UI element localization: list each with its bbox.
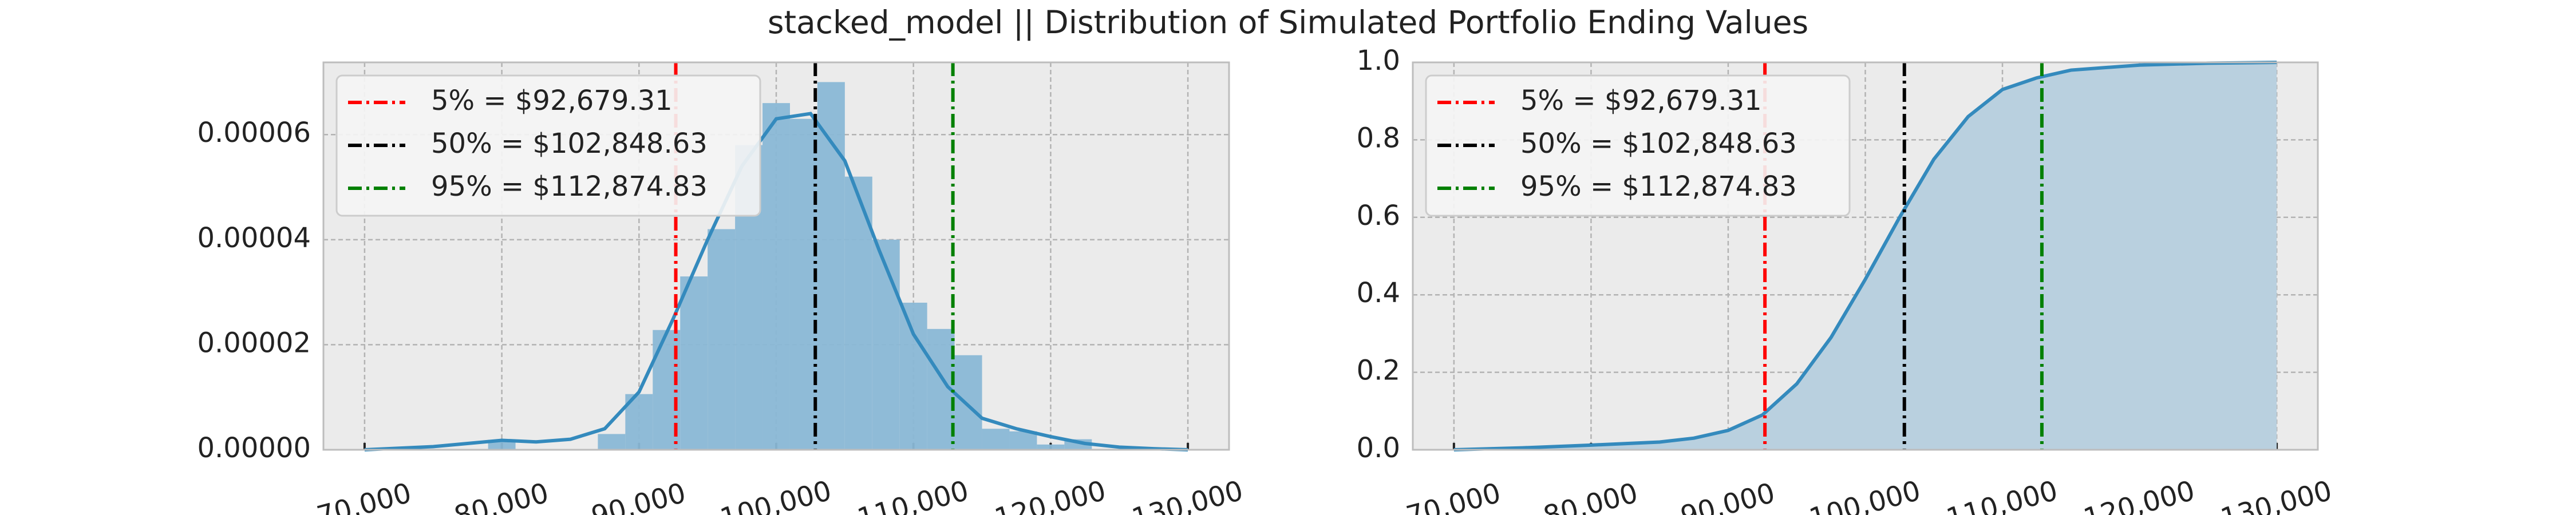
hist-bar	[982, 429, 1010, 450]
legend-label: 5% = $92,679.31	[1520, 85, 1762, 117]
hist-bar	[954, 355, 982, 450]
legend: 5% = $92,679.31 50% = $102,848.63 95% = $1…	[335, 74, 761, 217]
legend-label: 50% = $102,848.63	[431, 128, 708, 160]
x-tick-label: 90,000	[1677, 477, 1779, 515]
hist-bar	[817, 82, 845, 450]
cdf-line	[1453, 61, 2277, 451]
legend-label: 95% = $112,874.83	[431, 171, 708, 203]
hist-bar	[762, 103, 790, 450]
plot-frame	[322, 61, 1230, 451]
plot-frame	[1412, 61, 2319, 451]
x-tick-label: 110,000	[1943, 474, 2061, 515]
hist-bar	[1037, 444, 1065, 450]
legend-box	[1425, 74, 1851, 217]
y-tick-label: 0.00004	[197, 222, 311, 254]
x-tick-label: 100,000	[717, 474, 835, 515]
x-tick-label: 90,000	[588, 477, 689, 515]
hist-bar	[708, 229, 736, 450]
subplot: 0.00000 0.00002 0.00004 0.00006 70,000 80,000…	[197, 61, 1246, 515]
x-tick-label: 80,000	[451, 477, 552, 515]
y-tick-label: 0.00000	[197, 432, 311, 464]
y-tick-label: 0.8	[1357, 122, 1400, 154]
y-tick-label: 0.2	[1357, 355, 1400, 387]
figure-title: stacked_model || Distribution of Simulat…	[768, 4, 1808, 41]
hist-bar	[680, 276, 708, 450]
hist-bar	[789, 118, 817, 450]
y-tick-label: 0.00002	[197, 327, 311, 359]
legend-box	[335, 74, 761, 217]
x-tick-label: 100,000	[1806, 474, 1924, 515]
subplot: 0.0 0.2 0.4 0.6 0.8 1.0 70,000 80,000 90,000 100,…	[1357, 45, 2336, 515]
legend-label: 5% = $92,679.31	[431, 85, 673, 117]
x-tick-label: 80,000	[1540, 477, 1641, 515]
legend-label: 50% = $102,848.63	[1520, 128, 1797, 160]
x-tick-label: 130,000	[2217, 474, 2335, 515]
y-tick-label: 1.0	[1357, 45, 1400, 77]
y-tick-label: 0.0	[1357, 432, 1400, 464]
kde-line	[364, 112, 1188, 451]
y-tick-label: 0.4	[1357, 277, 1400, 309]
legend-label: 95% = $112,874.83	[1520, 171, 1797, 203]
x-tick-label: 120,000	[991, 474, 1109, 515]
hist-bar	[872, 239, 900, 450]
y-tick-label: 0.00006	[197, 117, 311, 149]
x-tick-label: 70,000	[314, 477, 415, 515]
legend: 5% = $92,679.31 50% = $102,848.63 95% = $1…	[1425, 74, 1851, 217]
cdf-area	[1453, 62, 2277, 450]
y-tick-label: 0.6	[1357, 200, 1400, 232]
x-tick-label: 110,000	[854, 474, 972, 515]
x-tick-label: 70,000	[1403, 477, 1504, 515]
x-tick-label: 130,000	[1128, 474, 1246, 515]
hist-bar	[598, 434, 626, 450]
hist-bar	[899, 302, 927, 450]
x-tick-label: 120,000	[2080, 474, 2198, 515]
hist-bar	[1009, 431, 1037, 450]
